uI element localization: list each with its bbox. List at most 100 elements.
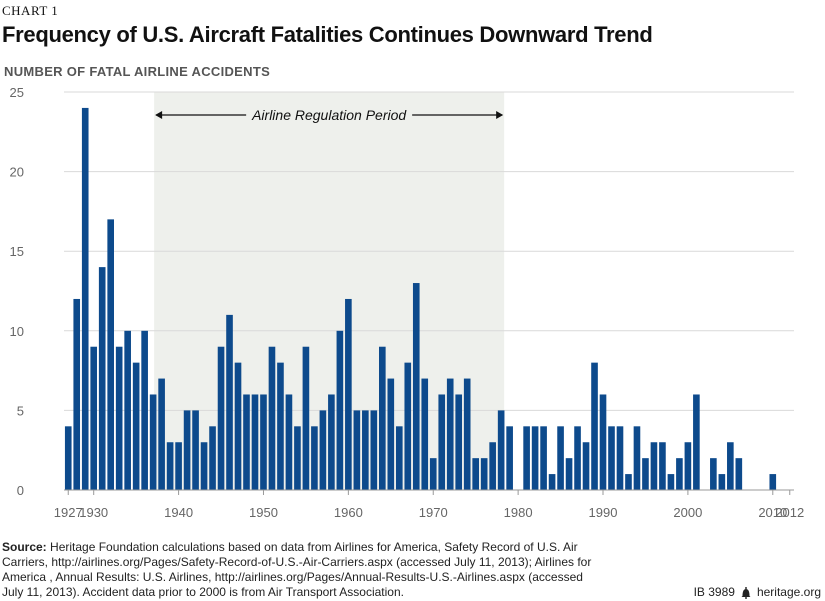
- bar-1971: [438, 394, 446, 490]
- bar-1931: [98, 267, 106, 490]
- bar-1927: [64, 426, 72, 490]
- bar-1992: [616, 426, 624, 490]
- bar-1955: [302, 346, 310, 490]
- bar-1969: [421, 378, 429, 490]
- bar-1959: [336, 330, 344, 490]
- bar-1982: [531, 426, 539, 490]
- bar-1993: [625, 474, 632, 490]
- bar-1960: [345, 298, 352, 490]
- bar-2004: [718, 474, 726, 490]
- bar-1945: [217, 346, 225, 490]
- bar-1930: [90, 346, 98, 490]
- bar-2006: [735, 458, 743, 490]
- bar-1939: [166, 442, 174, 490]
- footer: IB 3989 heritage.org: [694, 585, 821, 599]
- bar-1990: [599, 394, 607, 490]
- bar-1981: [523, 426, 530, 490]
- bar-1943: [200, 442, 208, 490]
- bar-1944: [209, 426, 216, 490]
- bar-1947: [234, 362, 242, 490]
- y-tick-label: 0: [17, 483, 24, 498]
- bar-1938: [158, 378, 165, 490]
- bar-1996: [650, 442, 658, 490]
- bar-1965: [387, 378, 395, 490]
- chart-title: Frequency of U.S. Aircraft Fatalities Co…: [2, 22, 653, 47]
- bar-1985: [557, 426, 564, 490]
- bar-1987: [574, 426, 581, 490]
- bar-1975: [472, 458, 479, 490]
- bar-2003: [710, 458, 717, 490]
- x-tick-label: 1990: [589, 505, 618, 520]
- y-tick-label: 25: [10, 85, 24, 100]
- bar-1950: [260, 394, 267, 490]
- bar-1973: [455, 394, 463, 490]
- bar-1962: [362, 410, 369, 490]
- bar-1978: [497, 410, 505, 490]
- bar-1964: [379, 346, 386, 490]
- bar-1966: [395, 426, 403, 490]
- bar-1946: [226, 314, 233, 490]
- bar-2000: [684, 442, 692, 490]
- bar-1967: [404, 362, 412, 490]
- regulation-arrowhead-left: [155, 111, 163, 119]
- source-text: Heritage Foundation calculations based o…: [2, 540, 592, 599]
- regulation-arrowhead-right: [496, 111, 504, 119]
- x-tick-label: 1930: [79, 505, 108, 520]
- bar-1979: [506, 426, 513, 490]
- bar-2001: [693, 394, 700, 490]
- x-tick-label: 2010: [758, 505, 787, 520]
- site-link[interactable]: heritage.org: [756, 585, 821, 599]
- bar-1994: [633, 426, 641, 490]
- bar-1983: [540, 426, 547, 490]
- bar-1941: [183, 410, 191, 490]
- bar-1956: [311, 426, 318, 490]
- y-tick-label: 20: [10, 165, 24, 180]
- bar-1999: [676, 458, 683, 490]
- x-tick-label: 1927: [54, 505, 83, 520]
- bar-1991: [608, 426, 615, 490]
- x-tick-label: 1980: [504, 505, 533, 520]
- issue-number: IB 3989: [693, 585, 735, 599]
- source-note: Source: Heritage Foundation calculations…: [2, 540, 602, 600]
- bar-1957: [319, 410, 327, 490]
- y-tick-label: 5: [17, 403, 24, 418]
- bar-1948: [243, 394, 250, 490]
- bar-2010: [769, 474, 777, 490]
- bar-1936: [141, 330, 148, 490]
- bar-1989: [591, 362, 598, 490]
- bar-1932: [107, 219, 114, 491]
- bar-1998: [667, 474, 675, 490]
- bar-1976: [480, 458, 488, 490]
- bar-1984: [548, 474, 556, 490]
- bar-2005: [727, 442, 734, 490]
- bar-1953: [285, 394, 293, 490]
- bar-1952: [277, 362, 284, 490]
- x-tick-label: 1970: [419, 505, 448, 520]
- bar-1995: [642, 458, 649, 490]
- liberty-bell-icon: [741, 586, 751, 599]
- bar-1961: [353, 410, 361, 490]
- bar-1929: [81, 107, 89, 491]
- bar-1935: [132, 362, 140, 490]
- source-label: Source:: [2, 540, 47, 554]
- x-tick-label: 1940: [164, 505, 193, 520]
- y-axis-title: NUMBER OF FATAL AIRLINE ACCIDENTS: [4, 64, 271, 79]
- x-tick-label: 2000: [673, 505, 702, 520]
- bar-1974: [463, 378, 471, 490]
- bar-1963: [370, 410, 378, 490]
- bar-1970: [429, 458, 437, 490]
- x-tick-label: 1950: [249, 505, 278, 520]
- bar-1940: [175, 442, 182, 490]
- bar-1954: [294, 426, 301, 490]
- y-tick-label: 10: [10, 324, 24, 339]
- x-tick-label: 1960: [334, 505, 363, 520]
- bar-1937: [149, 394, 157, 490]
- bar-1934: [124, 330, 131, 490]
- bar-1949: [251, 394, 259, 490]
- bar-1951: [268, 346, 276, 490]
- bar-1988: [582, 442, 590, 490]
- bar-1942: [192, 410, 199, 490]
- bar-1958: [328, 394, 335, 490]
- bar-1968: [412, 283, 420, 490]
